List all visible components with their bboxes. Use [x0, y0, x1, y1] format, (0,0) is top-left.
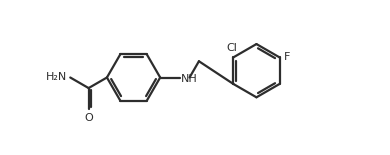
Text: H₂N: H₂N — [46, 72, 67, 82]
Text: NH: NH — [181, 73, 198, 84]
Text: Cl: Cl — [226, 43, 237, 53]
Text: O: O — [84, 113, 93, 123]
Text: F: F — [284, 52, 290, 62]
